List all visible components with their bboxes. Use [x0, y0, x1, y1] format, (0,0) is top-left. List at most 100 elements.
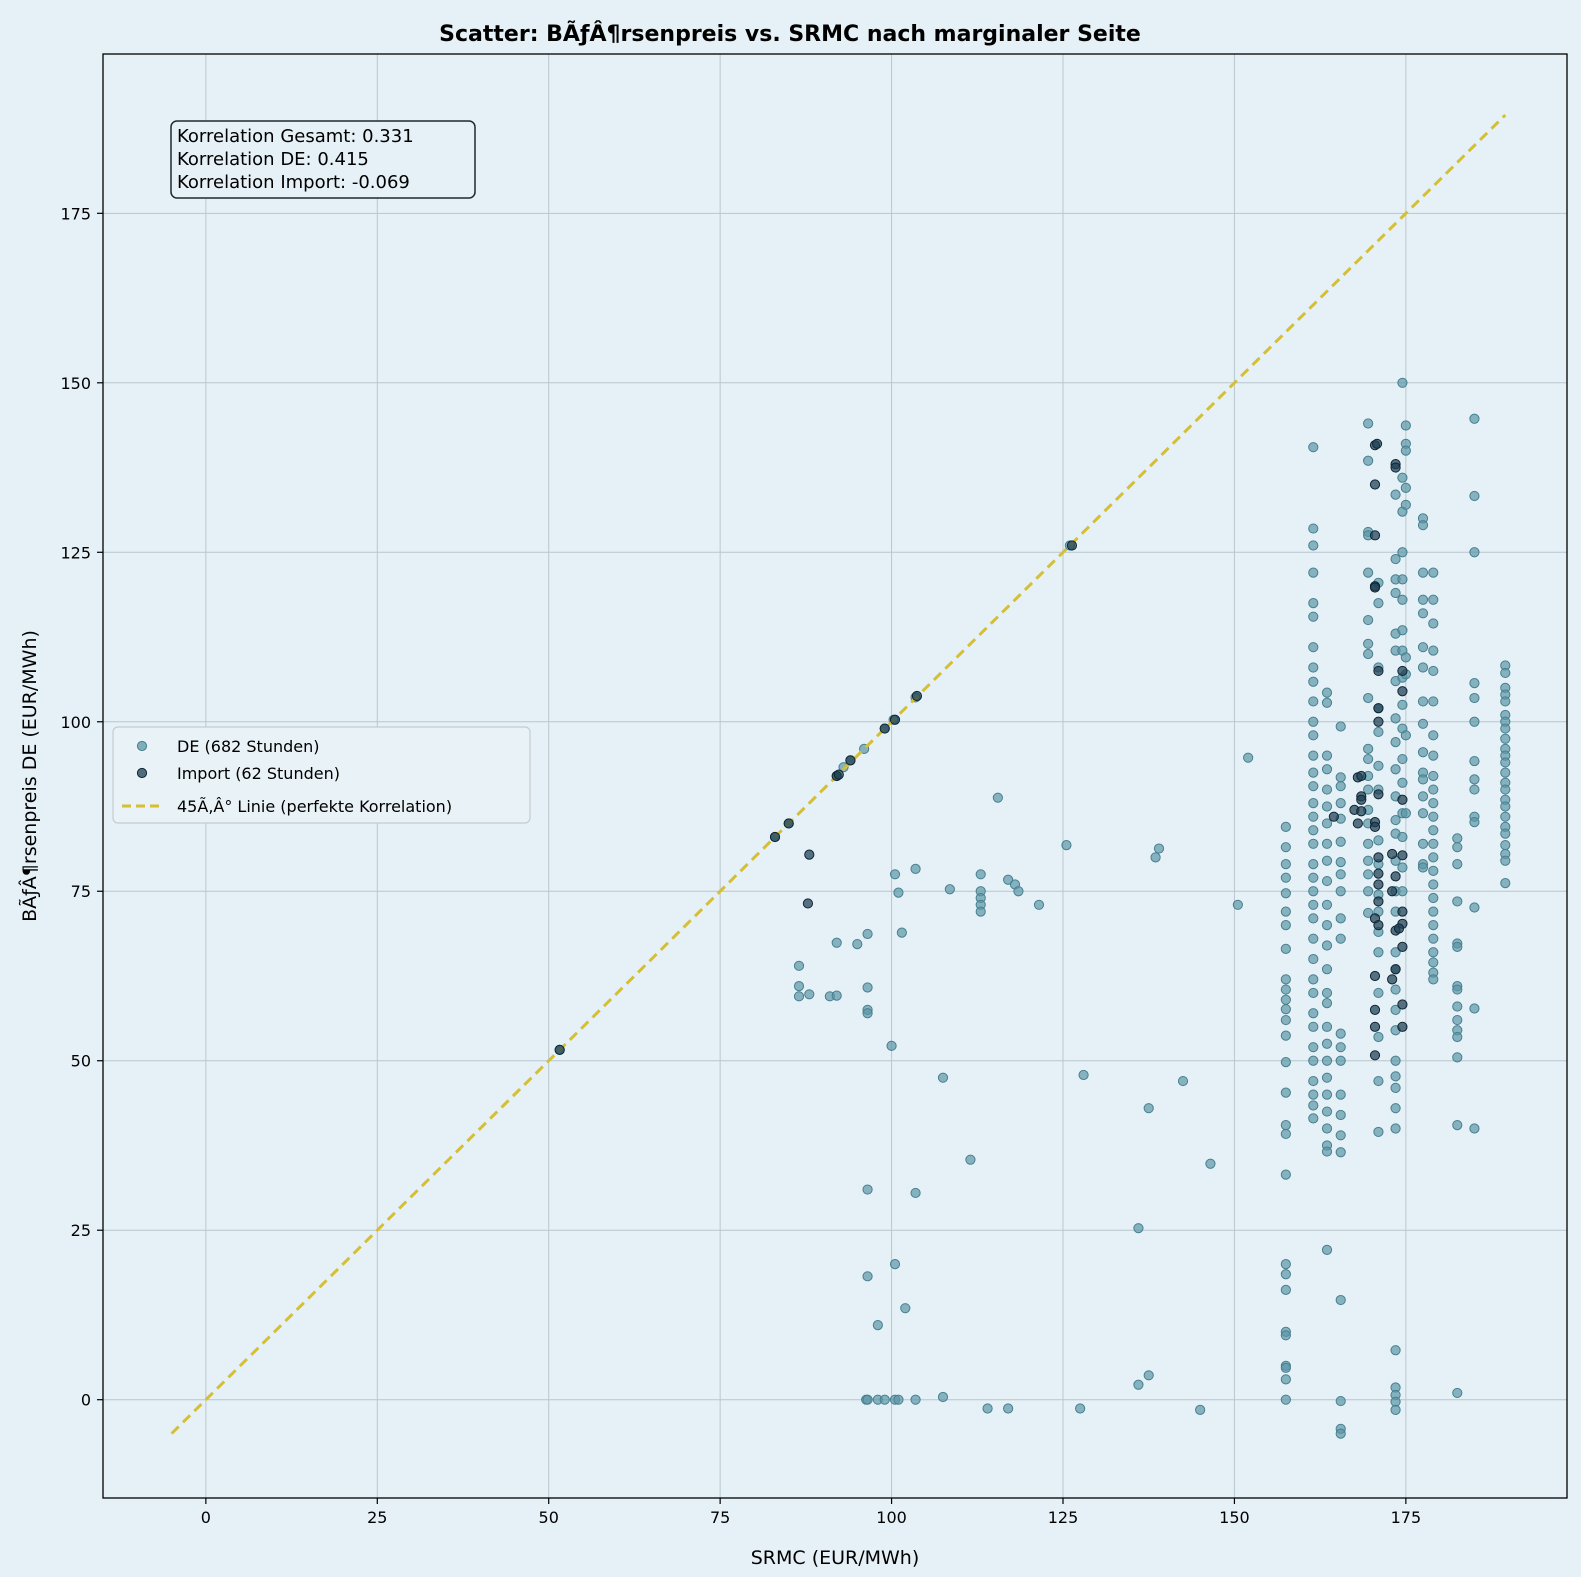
de-point: [1308, 913, 1319, 924]
de-point: [1335, 721, 1346, 732]
de-point: [1195, 1404, 1206, 1415]
legend-label-de: DE (682 Stunden): [177, 737, 319, 756]
import-point: [1369, 970, 1381, 982]
annotation-line-2: Korrelation DE: 0.415: [177, 149, 369, 170]
de-point: [1033, 899, 1045, 910]
de-point: [1428, 750, 1439, 761]
x-tick-label: 0: [201, 1508, 211, 1527]
de-point: [1280, 1087, 1291, 1098]
de-point: [1321, 687, 1333, 698]
de-point: [1280, 872, 1291, 883]
import-point: [1397, 1021, 1408, 1032]
legend-label-import: Import (62 Stunden): [177, 764, 340, 783]
annotation-line-1: Korrelation Gesamt: 0.331: [177, 126, 414, 147]
de-point: [1335, 1147, 1346, 1158]
de-point: [893, 1394, 904, 1405]
de-point: [1417, 520, 1429, 531]
de-point: [1397, 594, 1408, 605]
de-point: [1308, 1113, 1319, 1124]
axis-ticks: 0 25 50 75 100 125 150 175 0 25 50 75 100 125 150 175: [60, 204, 1421, 1527]
de-point: [1335, 1089, 1346, 1100]
de-point: [1500, 767, 1511, 778]
de-point: [1335, 772, 1346, 783]
import-point: [1373, 896, 1384, 907]
de-point: [1397, 777, 1408, 788]
de-point: [1280, 1014, 1291, 1026]
de-point: [1308, 567, 1319, 578]
de-point: [1308, 1055, 1319, 1066]
de-point: [1452, 1052, 1463, 1063]
de-point: [872, 1320, 883, 1331]
de-point: [1428, 920, 1439, 931]
de-point: [1308, 750, 1319, 761]
de-point: [1363, 418, 1374, 429]
import-point: [1397, 686, 1408, 697]
de-point: [793, 981, 805, 992]
de-point: [1280, 1056, 1291, 1068]
de-point: [1321, 764, 1333, 775]
de-point: [1500, 784, 1511, 795]
de-point: [1280, 1259, 1291, 1270]
de-point: [1469, 774, 1480, 785]
de-point: [1400, 482, 1411, 493]
de-point: [1280, 920, 1291, 931]
de-point: [1500, 878, 1511, 889]
import-point: [1369, 1050, 1381, 1061]
de-point: [1428, 784, 1439, 795]
import-point: [1371, 438, 1383, 449]
y-tick-label: 25: [71, 1221, 91, 1240]
de-point: [1452, 842, 1463, 853]
de-point: [1428, 811, 1439, 822]
de-point: [1232, 899, 1243, 910]
de-point: [1417, 662, 1429, 673]
de-point: [879, 1394, 890, 1405]
de-point: [1003, 1403, 1014, 1414]
de-point: [1280, 859, 1291, 870]
de-point: [1428, 618, 1439, 629]
de-point: [1308, 825, 1319, 836]
import-point: [1397, 794, 1408, 805]
de-point: [1363, 753, 1374, 765]
de-point: [1308, 1008, 1319, 1019]
de-point: [1500, 828, 1511, 839]
de-point: [1280, 974, 1291, 985]
de-point: [1500, 696, 1511, 707]
de-point: [1280, 906, 1291, 917]
import-point: [845, 755, 856, 766]
de-point: [1280, 984, 1291, 995]
de-point: [1500, 811, 1511, 822]
de-point: [1308, 730, 1319, 741]
de-point: [910, 863, 921, 874]
de-point: [1308, 859, 1319, 870]
de-point: [910, 1394, 921, 1405]
de-point: [886, 1040, 897, 1051]
de-point: [889, 869, 901, 880]
legend-box: [112, 726, 531, 824]
de-point: [1428, 594, 1439, 605]
de-point: [1428, 665, 1439, 677]
de-point: [1308, 933, 1319, 944]
legend-marker-de: [136, 740, 148, 752]
import-point: [1397, 941, 1408, 952]
de-point: [1417, 808, 1429, 819]
import-point: [1373, 868, 1384, 879]
de-point: [1321, 697, 1333, 708]
de-point: [1390, 1071, 1401, 1082]
de-point: [862, 982, 873, 993]
import-point: [554, 1044, 565, 1055]
chart-title: Scatter: BÃƒÂ¶rsenpreis vs. SRMC nach ma…: [439, 21, 1141, 47]
de-point: [1308, 987, 1319, 999]
de-point: [1308, 716, 1319, 727]
y-axis-label: BÃƒÂ¶rsenpreis DE (EUR/MWh): [18, 630, 41, 922]
de-point: [1143, 1370, 1154, 1381]
de-point: [1308, 523, 1319, 534]
de-point: [1308, 811, 1319, 822]
de-point: [1469, 413, 1480, 424]
de-point: [1363, 886, 1374, 897]
de-point: [793, 991, 805, 1002]
y-tick-label: 50: [71, 1052, 91, 1071]
de-point: [1363, 855, 1374, 866]
de-point: [1150, 852, 1161, 863]
de-point: [1335, 798, 1346, 809]
de-point: [1390, 587, 1401, 599]
